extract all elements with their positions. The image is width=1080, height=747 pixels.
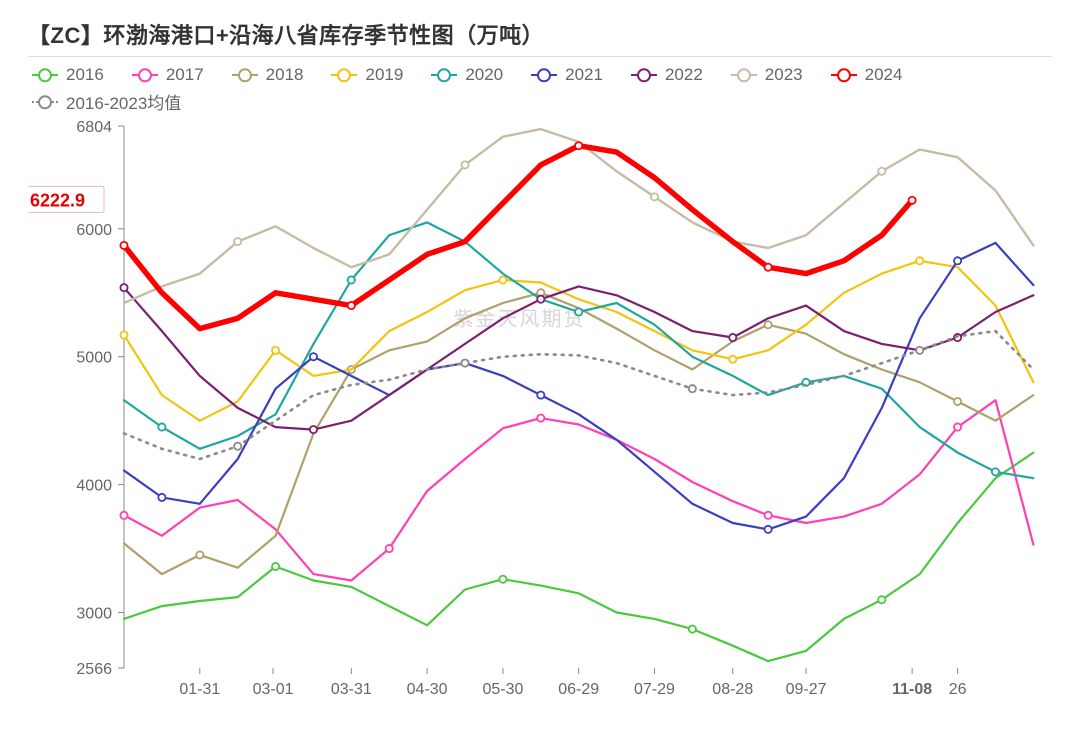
svg-text:07-29: 07-29: [634, 681, 675, 698]
svg-text:5000: 5000: [76, 350, 112, 367]
chart-title: 【ZC】环渤海港口+沿海八省库存季节性图（万吨）: [28, 18, 1052, 50]
series-2016: [124, 453, 1033, 661]
series-2020: [124, 222, 1033, 478]
series-2019: [124, 261, 1033, 421]
svg-text:09-27: 09-27: [786, 681, 827, 698]
svg-text:11-08: 11-08: [892, 681, 932, 698]
svg-text:03-01: 03-01: [253, 681, 294, 698]
svg-text:6804: 6804: [76, 120, 112, 136]
legend-item-2022[interactable]: 2022: [631, 65, 703, 85]
divider: [28, 56, 1052, 57]
legend-item-2021[interactable]: 2021: [531, 65, 603, 85]
legend-item-2017[interactable]: 2017: [132, 65, 204, 85]
legend-label: 2022: [665, 65, 703, 85]
legend-label: 2017: [166, 65, 204, 85]
svg-text:01-31: 01-31: [179, 681, 220, 698]
svg-text:05-30: 05-30: [482, 681, 523, 698]
legend-item-2024[interactable]: 2024: [831, 65, 903, 85]
legend-label: 2018: [266, 65, 304, 85]
svg-text:4000: 4000: [76, 478, 112, 495]
svg-text:06-29: 06-29: [558, 681, 599, 698]
svg-text:2566: 2566: [76, 661, 112, 678]
legend-label: 2020: [465, 65, 503, 85]
series-2017: [124, 400, 1033, 580]
legend-label: 2016-2023均值: [66, 89, 181, 114]
svg-text:26: 26: [949, 681, 967, 698]
legend-label: 2019: [365, 65, 403, 85]
legend: 2016 2017 2018 2019 2020 2021 2022 2023 2024 2016…: [28, 65, 1052, 114]
series-2024: [124, 146, 912, 329]
svg-text:03-31: 03-31: [331, 681, 372, 698]
svg-text:08-28: 08-28: [712, 681, 753, 698]
svg-text:6000: 6000: [76, 222, 112, 239]
legend-item-2023[interactable]: 2023: [731, 65, 803, 85]
legend-item-2020[interactable]: 2020: [431, 65, 503, 85]
legend-label: 2023: [765, 65, 803, 85]
legend-item-2018[interactable]: 2018: [232, 65, 304, 85]
svg-text:6222.9: 6222.9: [30, 190, 85, 210]
legend-item-2019[interactable]: 2019: [331, 65, 403, 85]
svg-text:04-30: 04-30: [407, 681, 448, 698]
series-2018: [124, 293, 1033, 574]
legend-item-mean[interactable]: 2016-2023均值: [32, 89, 181, 114]
legend-item-2016[interactable]: 2016: [32, 65, 104, 85]
legend-label: 2024: [865, 65, 903, 85]
legend-label: 2021: [565, 65, 603, 85]
line-chart: 紫金天风期货 2566300040005000600068046222.901-…: [28, 120, 1052, 700]
legend-label: 2016: [66, 65, 104, 85]
series-mean: [124, 331, 1033, 459]
svg-text:3000: 3000: [76, 605, 112, 622]
